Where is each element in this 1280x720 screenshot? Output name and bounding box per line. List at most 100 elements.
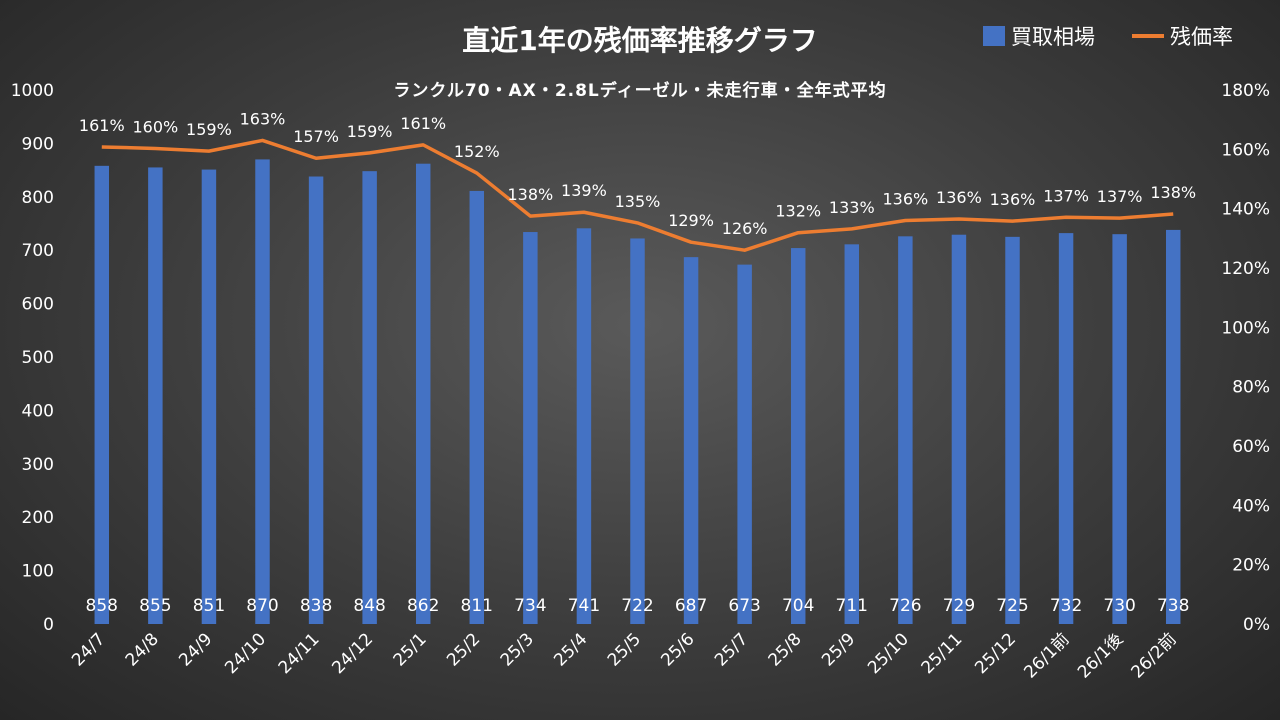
left-tick-label: 700: [22, 241, 54, 261]
left-tick-label: 600: [22, 295, 54, 315]
right-tick-label: 140%: [1221, 200, 1270, 220]
category-label: 25/11: [918, 629, 967, 678]
bar: [415, 163, 431, 624]
category-label: 25/3: [497, 629, 538, 670]
line-value-label: 133%: [829, 198, 875, 217]
line-value-label: 159%: [186, 120, 232, 139]
bar-value-label: 741: [568, 596, 600, 616]
bar: [898, 236, 913, 625]
right-tick-label: 160%: [1221, 140, 1270, 160]
line-value-label: 137%: [1043, 186, 1089, 205]
category-label: 24/12: [328, 629, 377, 678]
line-value-label: 160%: [132, 117, 178, 136]
chart-subtitle: ランクル70・AX・2.8Lディーゼル・未走行車・全年式平均: [393, 80, 886, 101]
category-label: 26/1前: [1020, 629, 1073, 682]
right-tick-label: 80%: [1232, 378, 1270, 398]
category-label: 24/7: [68, 629, 109, 670]
category-label: 25/1: [390, 629, 431, 670]
left-axis-ticks: 0 100 200 300 400 500 600 700 800 900 1000: [11, 81, 54, 635]
legend-bar-swatch: [983, 26, 1005, 46]
bar-value-label: 711: [836, 596, 868, 616]
line-value-label: 138%: [507, 185, 553, 204]
bar: [790, 248, 806, 624]
category-label: 26/1後: [1074, 629, 1127, 682]
bar: [94, 165, 110, 624]
category-axis-labels: 24/7 24/8 24/9 24/10 24/11 24/12 25/1 25/2 25/3 2…: [68, 629, 1181, 682]
bar: [148, 167, 163, 624]
bar-value-label: 870: [246, 596, 278, 616]
line-value-label: 152%: [454, 142, 500, 161]
category-label: 25/2: [443, 629, 484, 670]
line-value-label: 136%: [936, 188, 982, 207]
right-tick-label: 100%: [1221, 318, 1270, 338]
right-tick-label: 0%: [1243, 615, 1270, 635]
bar-value-label: 851: [193, 596, 225, 616]
left-tick-label: 100: [22, 562, 54, 582]
bar-value-label: 858: [86, 596, 118, 616]
left-tick-label: 300: [22, 455, 54, 475]
line-value-label: 129%: [668, 211, 714, 230]
legend: 買取相場 残価率: [983, 25, 1233, 49]
bar-value-label: 734: [514, 596, 546, 616]
right-tick-label: 40%: [1232, 496, 1270, 516]
bar: [255, 159, 270, 625]
bar: [201, 169, 217, 625]
category-label: 25/7: [711, 629, 752, 670]
line-value-label: 157%: [293, 127, 339, 146]
line-value-label: 136%: [990, 190, 1036, 209]
line-value-label: 135%: [615, 192, 661, 211]
category-label: 25/8: [765, 629, 806, 670]
bar: [1112, 234, 1127, 624]
left-tick-label: 900: [22, 134, 54, 154]
left-tick-label: 0: [43, 615, 54, 635]
legend-line-label: 残価率: [1170, 25, 1233, 49]
bar: [737, 264, 752, 624]
bar: [308, 176, 324, 624]
line-value-label: 126%: [722, 219, 768, 238]
category-label: 24/11: [275, 629, 324, 678]
bar-value-label: 726: [889, 596, 921, 616]
category-label: 25/9: [818, 629, 859, 670]
bar: [469, 190, 485, 624]
right-axis-ticks: 0% 20% 40% 60% 80% 100% 120% 140% 160% 180%: [1221, 81, 1270, 635]
bar-value-label: 738: [1157, 596, 1189, 616]
line-value-label: 136%: [882, 190, 928, 209]
right-tick-label: 60%: [1232, 437, 1270, 457]
right-tick-label: 180%: [1221, 81, 1270, 101]
bar-value-label: 722: [621, 596, 653, 616]
bar-value-label: 848: [353, 596, 385, 616]
category-label: 24/10: [221, 629, 270, 678]
bar-value-label: 725: [996, 596, 1028, 616]
line-value-label: 163%: [240, 109, 286, 128]
bar: [576, 228, 592, 624]
bar: [1005, 236, 1020, 624]
category-label: 25/6: [657, 629, 698, 670]
line-value-label: 161%: [79, 116, 125, 135]
category-label: 24/9: [175, 629, 216, 670]
category-label: 25/12: [971, 629, 1020, 678]
bar-value-label: 862: [407, 596, 439, 616]
line-value-label: 138%: [1150, 183, 1196, 202]
chart-title: 直近1年の残価率推移グラフ: [462, 24, 817, 57]
legend-bar-label: 買取相場: [1011, 25, 1095, 49]
line-value-label: 137%: [1097, 187, 1143, 206]
category-label: 25/5: [604, 629, 645, 670]
left-tick-label: 800: [22, 188, 54, 208]
bar-value-label: 730: [1103, 596, 1135, 616]
bar: [523, 232, 538, 624]
line-value-label: 159%: [347, 122, 393, 141]
category-label: 26/2前: [1128, 629, 1181, 682]
left-tick-label: 200: [22, 508, 54, 528]
bar: [844, 244, 860, 625]
right-tick-label: 20%: [1232, 556, 1270, 576]
left-tick-label: 400: [22, 401, 54, 421]
bar: [362, 171, 377, 624]
right-tick-label: 120%: [1221, 259, 1270, 279]
bar: [630, 238, 645, 624]
bar: [1165, 229, 1181, 624]
line-value-label: 132%: [775, 202, 821, 221]
bar-series: [94, 159, 1181, 625]
bar-value-label: 855: [139, 596, 171, 616]
category-label: 24/8: [122, 629, 163, 670]
